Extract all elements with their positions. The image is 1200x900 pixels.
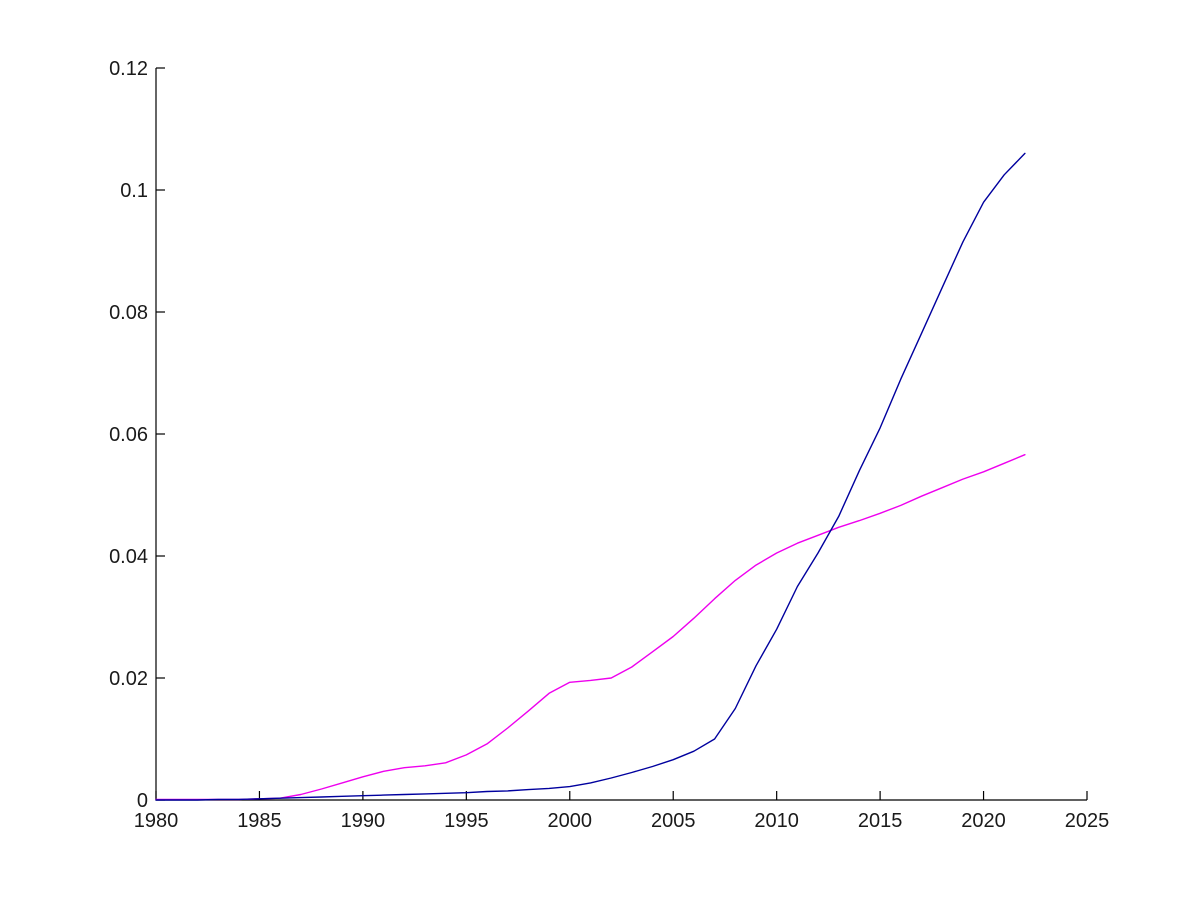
x-tick-label: 1980 xyxy=(134,810,179,832)
x-tick-label: 1990 xyxy=(341,810,386,832)
x-tick-label: 2020 xyxy=(961,810,1006,832)
axes-spines xyxy=(155,68,1087,801)
x-tick-label: 2005 xyxy=(651,810,696,832)
x-tick-label: 1995 xyxy=(444,810,489,832)
x-tick-label: 2000 xyxy=(548,810,593,832)
y-tick-label: 0.1 xyxy=(120,180,148,202)
y-tick-label: 0 xyxy=(137,790,148,812)
series-line-magenta-series xyxy=(155,454,1026,801)
y-tick-label: 0.12 xyxy=(109,58,148,80)
series-line-navy-series xyxy=(155,152,1026,801)
y-tick-label: 0.04 xyxy=(109,546,148,568)
x-tick-label: 2015 xyxy=(858,810,903,832)
y-tick-label: 0.02 xyxy=(109,668,148,690)
x-tick-label: 1985 xyxy=(237,810,282,832)
y-tick-label: 0.08 xyxy=(109,302,148,324)
x-tick-label: 2025 xyxy=(1065,810,1110,832)
x-tick-label: 2010 xyxy=(754,810,799,832)
y-tick-label: 0.06 xyxy=(109,424,148,446)
